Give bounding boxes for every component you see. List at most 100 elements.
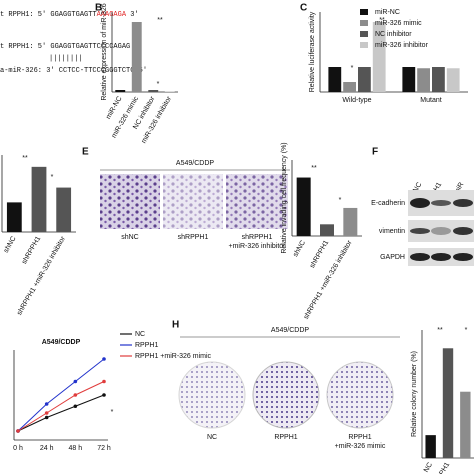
x-tick-label: Mutant	[420, 97, 441, 104]
x-tick-label: Wild-type	[342, 97, 371, 104]
blot-band	[431, 227, 451, 235]
bar	[425, 435, 436, 458]
image-title: A549/CDDP	[271, 327, 309, 334]
seq-part: t RPPH1: 5' GGAGGTGAGTT	[0, 11, 97, 19]
significance: *	[51, 174, 54, 181]
x-tick-label: shRPPH1	[21, 235, 42, 265]
image-label: +miR-326 mimic	[335, 443, 386, 450]
image-label: +miR-326 inhibitor	[229, 243, 287, 250]
point	[16, 429, 20, 433]
significance: *	[465, 327, 468, 334]
blot-band	[410, 253, 430, 261]
chart-title: A549/CDDP	[42, 339, 81, 346]
point	[44, 415, 49, 420]
significance: *	[351, 65, 354, 72]
image-label: shRPPH1	[242, 234, 273, 241]
bar	[164, 91, 175, 92]
bar	[358, 67, 371, 92]
sequence: t RPPH1: 5' GGAGGTGAGTTCCCCAGAG 3'	[0, 43, 143, 51]
point	[102, 379, 106, 384]
bar	[460, 391, 471, 458]
sequence-pairing: ||||||||	[49, 55, 83, 63]
panel-letter: F	[372, 147, 378, 158]
x-tick-label: shRPPH1	[309, 239, 330, 269]
legend-label: miR-NC	[375, 9, 400, 16]
legend-label: NC	[135, 331, 145, 338]
image-label: RPPH1	[274, 434, 297, 441]
significance: **	[311, 165, 317, 172]
line	[17, 381, 105, 432]
bar	[148, 90, 159, 92]
x-tick-label: 0 h	[13, 445, 23, 452]
significance: **	[157, 17, 163, 24]
blot-band	[410, 228, 430, 234]
bar	[343, 207, 358, 236]
bar	[402, 67, 416, 92]
legend-swatch	[360, 31, 368, 37]
x-tick-label: RPPH1	[434, 461, 452, 474]
sequence: t RPPH1: 5' GGAGGTGAGTTAAAGAGA 3'	[0, 11, 139, 19]
significance: **	[379, 17, 385, 24]
bar	[296, 177, 311, 236]
blot-band	[410, 198, 430, 208]
blot-row: E-cadherin	[371, 200, 405, 207]
bar	[31, 166, 47, 232]
x-tick-label: shNC	[3, 235, 18, 254]
blot-band	[453, 227, 473, 235]
point	[73, 393, 78, 397]
image-title: A549/CDDP	[176, 160, 214, 167]
point	[44, 411, 49, 415]
panel-letter: H	[172, 320, 179, 331]
point	[73, 379, 78, 384]
line	[17, 358, 105, 432]
bar	[446, 68, 460, 92]
blot-band	[431, 253, 451, 261]
bar	[6, 202, 22, 232]
bar	[131, 22, 142, 92]
line	[17, 394, 105, 432]
bar	[343, 82, 356, 92]
significance: **	[437, 327, 443, 334]
y-axis-label: Relative invading cell frequency (%)	[281, 142, 288, 253]
legend-swatch	[360, 9, 368, 15]
image	[100, 174, 160, 229]
sequence: a-miR-326: 3' CCTCC-TTCCCGGGTCTC 5'	[0, 67, 147, 75]
image	[163, 174, 223, 229]
x-tick-label: NC	[423, 461, 434, 473]
significance: **	[22, 155, 28, 162]
blot-band	[453, 199, 473, 207]
plate	[326, 361, 394, 429]
legend-label: miR-326 mimic	[375, 20, 422, 27]
bar	[432, 67, 445, 92]
significance: *	[339, 197, 342, 204]
significance: *	[111, 409, 114, 416]
seq-part: 3'	[126, 11, 139, 19]
legend-swatch	[360, 20, 368, 26]
bar	[442, 348, 454, 458]
panel-letter: B	[95, 3, 102, 14]
x-tick-label: shRPPH1 +miR-326 inhibitor	[16, 235, 67, 317]
blot-row: vimentin	[379, 228, 405, 235]
significance: *	[157, 81, 160, 88]
bar	[372, 22, 386, 92]
legend-swatch	[360, 42, 368, 48]
x-tick-label: shNC	[292, 239, 307, 258]
bar	[417, 68, 430, 92]
x-tick-label: 48 h	[69, 445, 83, 452]
bar	[320, 224, 334, 236]
point	[73, 404, 78, 409]
x-tick-label: shRPPH1 +miR-326 inhibitor	[303, 239, 354, 321]
panel-letter: C	[300, 3, 307, 14]
image-label: RPPH1	[348, 434, 371, 441]
legend-label: RPPH1 +miR-326 mimic	[135, 353, 212, 360]
y-axis-label: Relative luciferase activity	[309, 11, 316, 92]
legend-label: NC inhibitor	[375, 31, 412, 38]
point	[102, 357, 106, 361]
blot-band	[431, 200, 451, 206]
point	[102, 393, 106, 397]
x-tick-label: 24 h	[40, 445, 54, 452]
panel-letter: E	[82, 147, 89, 158]
point	[44, 402, 49, 406]
